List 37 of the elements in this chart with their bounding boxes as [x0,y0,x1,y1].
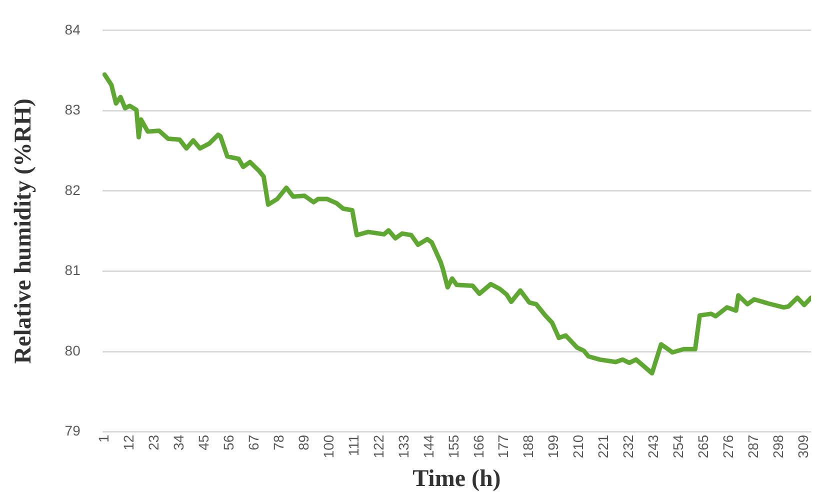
x-tick-label: 56 [220,434,236,450]
y-axis-title: Relative humidity (%RH) [10,98,37,364]
x-tick-label: 122 [370,434,386,458]
x-tick-label: 166 [470,434,486,458]
y-tick-label: 84 [64,21,81,38]
x-tick-label: 111 [345,434,362,456]
x-tick-label: 34 [170,434,186,450]
y-tick-label: 81 [64,262,81,278]
x-tick-label: 265 [695,434,712,458]
y-tick-label: 82 [64,182,81,198]
y-tick-label: 79 [64,422,81,439]
x-axis-title: Time (h) [412,466,501,492]
x-tick-label: 254 [670,434,686,458]
x-tick-label: 100 [320,434,336,458]
x-tick-label: 78 [270,434,286,450]
x-tick-label: 298 [770,434,786,458]
x-tick-label: 199 [545,434,562,458]
x-tick-label: 309 [795,434,812,458]
x-tick-label: 67 [245,434,262,450]
x-tick-label: 89 [295,434,312,450]
x-tick-label: 287 [745,434,762,458]
x-tick-label: 221 [595,434,612,458]
x-tick-label: 133 [395,434,412,458]
x-tick-label: 12 [120,434,136,450]
y-tick-label: 83 [64,102,81,118]
x-tick-label: 155 [445,434,462,458]
x-tick-label: 243 [645,434,662,458]
x-tick-label: 23 [145,434,162,450]
x-tick-label: 144 [420,434,436,458]
x-tick-label: 1 [96,434,112,443]
x-tick-label: 232 [620,434,636,458]
y-tick-label: 80 [64,342,81,358]
x-tick-label: 210 [570,434,586,458]
x-tick-label: 188 [520,434,536,458]
x-tick-label: 177 [495,434,512,458]
x-tick-label: 45 [195,434,212,450]
x-tick-label: 276 [720,434,736,458]
